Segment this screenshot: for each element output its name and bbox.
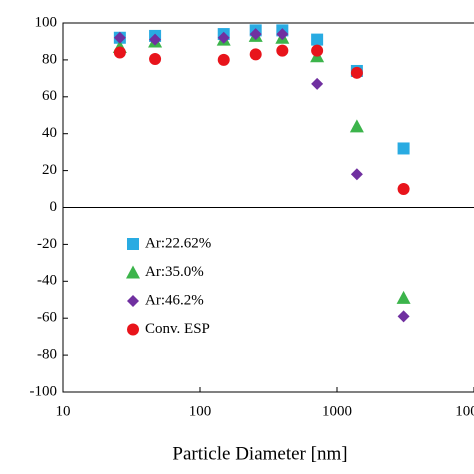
marker-diamond — [397, 310, 410, 323]
marker-triangle — [126, 265, 140, 279]
x-tick-label: 100 — [189, 403, 212, 419]
marker-circle — [113, 46, 126, 59]
marker-diamond — [149, 33, 162, 46]
y-tick-label: -80 — [37, 347, 57, 363]
marker-circle — [149, 52, 162, 65]
marker-triangle — [349, 119, 364, 133]
marker-diamond — [350, 168, 363, 181]
marker-triangle — [396, 290, 411, 304]
marker-diamond — [311, 77, 324, 90]
legend-label: Conv. ESP — [145, 321, 210, 337]
y-tick-label: -60 — [37, 310, 57, 326]
legend-label: Ar:22.62% — [145, 235, 211, 251]
marker-diamond — [113, 31, 126, 44]
y-tick-label: -20 — [37, 236, 57, 252]
y-tick-label: -100 — [30, 383, 58, 399]
marker-diamond — [276, 28, 289, 41]
marker-circle — [311, 44, 324, 57]
legend-label: Ar:46.2% — [145, 292, 204, 308]
y-tick-label: 80 — [42, 51, 57, 67]
x-axis-title: Particle Diameter [nm] — [172, 443, 347, 464]
marker-diamond — [127, 295, 139, 307]
marker-diamond — [249, 28, 262, 41]
marker-square — [127, 238, 139, 250]
y-tick-label: 40 — [42, 125, 57, 141]
y-tick-label: 0 — [50, 199, 58, 215]
legend-label: Ar:35.0% — [145, 264, 204, 280]
marker-circle — [249, 48, 262, 61]
y-tick-label: -40 — [37, 273, 57, 289]
x-tick-label: 10 — [56, 403, 71, 419]
x-tick-label: 1000 — [322, 403, 352, 419]
marker-square — [397, 142, 410, 155]
marker-square — [311, 33, 324, 46]
marker-circle — [350, 66, 363, 79]
x-tick-label: 10000 — [455, 403, 474, 419]
marker-circle — [397, 183, 410, 196]
marker-circle — [276, 44, 289, 57]
marker-circle — [127, 323, 139, 336]
y-tick-label: 60 — [42, 88, 57, 104]
y-tick-label: 20 — [42, 162, 57, 178]
y-tick-label: 100 — [35, 14, 58, 30]
marker-diamond — [217, 31, 230, 44]
marker-circle — [217, 53, 230, 66]
